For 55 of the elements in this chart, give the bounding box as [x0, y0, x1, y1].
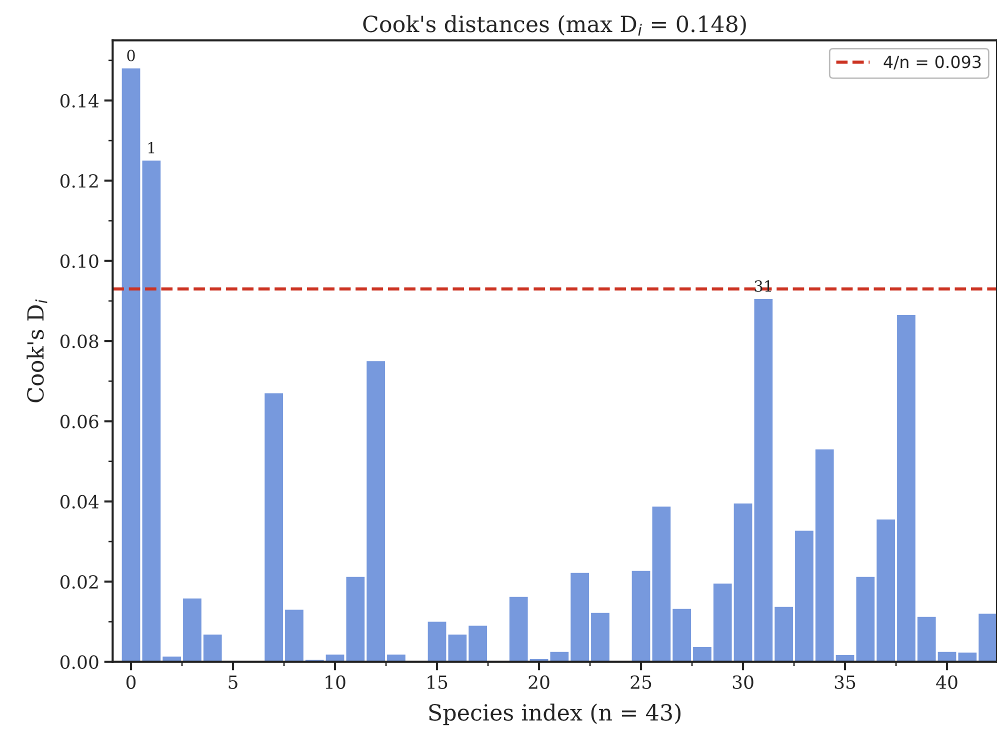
bar — [264, 393, 283, 662]
y-tick-label: 0.10 — [60, 254, 98, 268]
x-tick-label: 0 — [126, 675, 136, 690]
bar — [142, 160, 161, 662]
bar — [897, 315, 916, 662]
bar — [203, 634, 222, 662]
bar — [285, 610, 304, 662]
bar — [917, 616, 936, 662]
bar — [774, 606, 793, 662]
y-tick-label: 0.12 — [60, 174, 98, 188]
x-tick-label: 40 — [936, 675, 958, 690]
bar — [734, 503, 752, 662]
bar — [693, 647, 712, 662]
bar — [468, 626, 487, 662]
annotation: 0 — [127, 50, 135, 62]
x-tick-label: 15 — [428, 675, 448, 690]
bar — [876, 520, 895, 662]
bar — [672, 608, 691, 662]
bar — [346, 576, 365, 662]
y-tick-label: 0.08 — [60, 334, 98, 348]
bar — [570, 572, 589, 662]
bar — [428, 622, 446, 662]
x-tick-label: 5 — [228, 676, 238, 690]
bar — [795, 530, 814, 662]
y-tick-label: 0.06 — [60, 414, 98, 428]
x-tick-label: 10 — [326, 675, 346, 690]
bar — [754, 298, 773, 662]
bar — [448, 634, 467, 662]
x-tick-label: 25 — [630, 675, 652, 690]
bar — [366, 361, 385, 662]
bar — [387, 654, 406, 662]
x-tick-label: 20 — [528, 675, 550, 690]
bar — [591, 612, 610, 662]
x-tick-label: 35 — [834, 675, 856, 690]
bar — [856, 576, 875, 662]
bar — [183, 598, 202, 662]
y-axis-title: Cook's D$_{i}$ — [26, 299, 48, 402]
y-tick-label: 0.14 — [60, 94, 99, 108]
bar — [122, 68, 140, 662]
x-axis-title: Species index (n = 43) — [429, 704, 680, 726]
legend-label: 4/n = 0.093 — [884, 56, 981, 70]
bar — [550, 652, 569, 662]
chart-title: Cook's distances (max D$_{i}$ = 0.148) — [363, 15, 746, 36]
bar — [652, 506, 671, 662]
bar — [958, 652, 977, 662]
bar — [632, 570, 650, 662]
bar — [978, 614, 997, 662]
bar — [713, 584, 732, 662]
y-tick-label: 0.04 — [60, 494, 99, 509]
annotation: 1 — [148, 142, 154, 154]
bar — [815, 449, 834, 662]
y-tick-label: 0.00 — [60, 655, 98, 669]
x-tick-label: 30 — [732, 675, 754, 690]
y-tick-label: 0.02 — [60, 575, 98, 589]
bar — [509, 596, 528, 662]
